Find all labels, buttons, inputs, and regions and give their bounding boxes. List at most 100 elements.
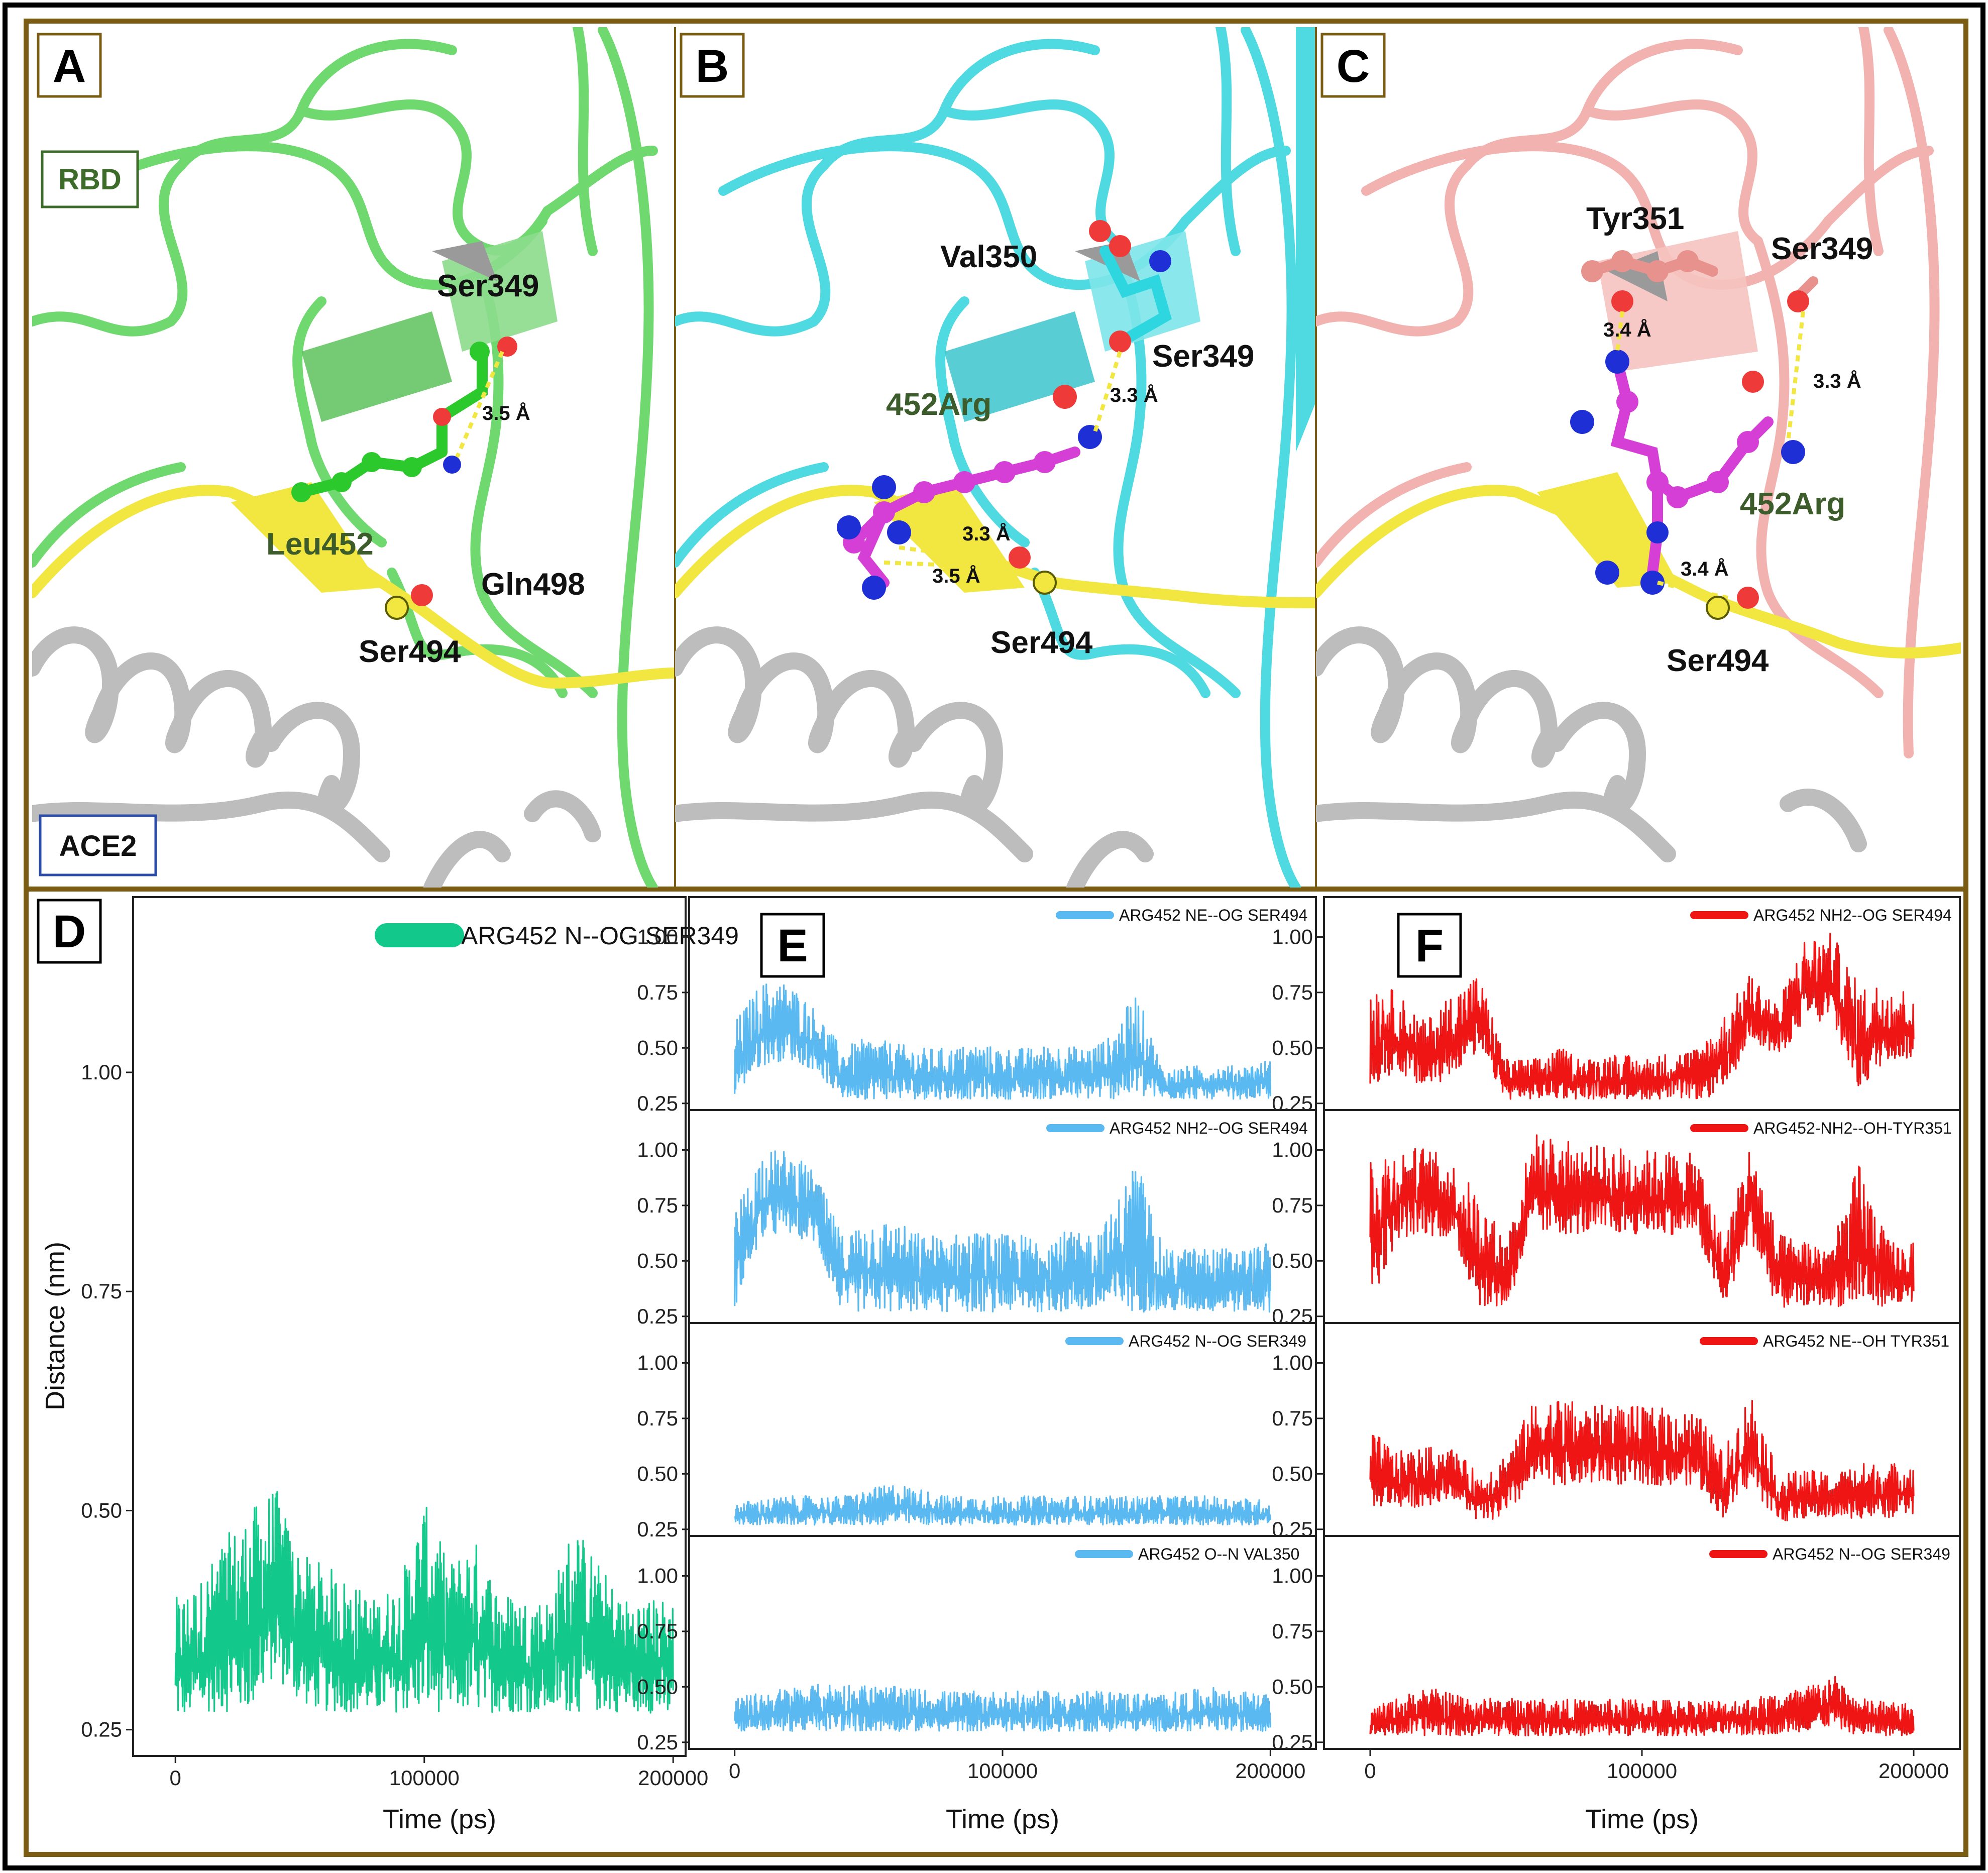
- chart-d-xlabel: Time (ps): [383, 1804, 496, 1834]
- chart-e-sub-2-ytick-label-2: 0.75: [637, 1406, 678, 1430]
- a-gln498-label: Gln498: [481, 567, 585, 602]
- chart-f-series-3-line: [1369, 1676, 1915, 1737]
- panel-b-letter-box: [680, 33, 745, 98]
- a-dist-1: 3.5 Å: [482, 402, 530, 424]
- chart-e-series-1-line: [734, 1150, 1271, 1313]
- chart-f-series-2-line: [1369, 1400, 1915, 1521]
- a-ser349-label: Ser349: [437, 269, 539, 303]
- panel-a-letter-box: [37, 33, 102, 98]
- chart-e-sub-1-ytick-label-0: 0.25: [637, 1304, 678, 1328]
- a-ser494-label: Ser494: [359, 634, 461, 669]
- panel-e-letter-box: [760, 913, 825, 978]
- c-dist-1: 3.4 Å: [1603, 318, 1651, 341]
- chart-f-sub-3-xtick-label-0: 0: [1364, 1759, 1376, 1783]
- chart-d-ytick-label-0: 0.25: [81, 1718, 122, 1741]
- chart-f-sub-3-xtick-label-1: 100000: [1607, 1759, 1677, 1783]
- panel-d-letter-box: [37, 899, 102, 964]
- chart-e-sub-1-legend-label: ARG452 NH2--OG SER494: [1110, 1119, 1308, 1137]
- chart-f-sub-1-ytick-label-1: 0.50: [1272, 1249, 1313, 1272]
- b-arg452-label: 452Arg: [886, 387, 991, 422]
- rbd-label: RBD: [58, 163, 122, 196]
- chart-e-sub-3-legend-label: ARG452 O--N VAL350: [1138, 1545, 1299, 1563]
- chart-f-sub-2-ytick-label-2: 0.75: [1272, 1406, 1313, 1430]
- chart-e-xlabel: Time (ps): [946, 1804, 1059, 1834]
- chart-e-sub-3-ytick-label-0: 0.25: [637, 1730, 678, 1754]
- chart-d-series-0-line: [174, 1491, 674, 1714]
- chart-f-xlabel: Time (ps): [1585, 1804, 1699, 1834]
- chart-e-sub-3-xtick-label-2: 200000: [1235, 1759, 1305, 1783]
- chart-e-sub-3-ytick-label-1: 0.50: [637, 1675, 678, 1698]
- chart-d-ytick-label-1: 0.50: [81, 1498, 122, 1522]
- chart-f-sub-0-ytick-label-3: 1.00: [1272, 925, 1313, 949]
- b-ser494-label: Ser494: [990, 625, 1093, 660]
- chart-f-sub-2-ytick-label-1: 0.50: [1272, 1462, 1313, 1485]
- chart-e-sub-0-legend-label: ARG452 NE--OG SER494: [1119, 906, 1307, 924]
- panel-d-letter: D: [53, 906, 86, 957]
- b-dist-3: 3.5 Å: [932, 565, 980, 587]
- chart-f-sub-3-legend-label: ARG452 N--OG SER349: [1773, 1545, 1950, 1563]
- chart-f-sub-3-ytick-label-2: 0.75: [1272, 1619, 1313, 1643]
- panel-c-structure: [1316, 27, 1961, 862]
- chart-d-ylabel: Distance (nm): [40, 1242, 70, 1410]
- panel-b-structure: [675, 27, 1316, 888]
- chart-e-sub-2-ytick-label-1: 0.50: [637, 1462, 678, 1485]
- chart-e-sub-3-xtick-label-0: 0: [729, 1759, 740, 1783]
- b-dist-2: 3.3 Å: [962, 522, 1011, 545]
- panel-c-letter: C: [1337, 41, 1370, 92]
- chart-e-sub-1-ytick-label-1: 0.50: [637, 1249, 678, 1272]
- chart-e-sub-2-ytick-label-0: 0.25: [637, 1517, 678, 1541]
- chart-e-sub-0-ytick-label-3: 1.00: [637, 925, 678, 949]
- inner-border: [24, 19, 1968, 1857]
- chart-f-sub-0-ytick-label-0: 0.25: [1272, 1091, 1313, 1115]
- chart-e-sub-1-ytick-label-2: 0.75: [637, 1193, 678, 1217]
- chart-f-sub-2-ytick-label-0: 0.25: [1272, 1517, 1313, 1541]
- panel-a-letter: A: [53, 41, 86, 92]
- chart-f-sub-3-xtick-label-2: 200000: [1879, 1759, 1949, 1783]
- chart-f-sub-3-ytick-label-0: 0.25: [1272, 1730, 1313, 1754]
- rbd-label-box: [41, 150, 139, 208]
- chart-e-series-2-line: [734, 1485, 1271, 1526]
- chart-d-legend-label: ARG452 N--OG SER349: [461, 922, 739, 950]
- chart-f-sub-0-legend-label: ARG452 NH2--OG SER494: [1753, 906, 1952, 924]
- chart-d-frame: [132, 896, 687, 1757]
- chart-e-sub-0-ytick-label-2: 0.75: [637, 980, 678, 1004]
- a-leu452-label: Leu452: [266, 527, 374, 562]
- c-dist-2: 3.3 Å: [1813, 370, 1861, 392]
- chart-e-sub-3-xtick-label-1: 100000: [967, 1759, 1038, 1783]
- chart-d-ytick-label-3: 1.00: [81, 1060, 122, 1084]
- chart-f-sub-0-ytick-label-2: 0.75: [1272, 980, 1313, 1004]
- chart-f-sub-0-ytick-label-1: 0.50: [1272, 1036, 1313, 1059]
- c-tyr351-label: Tyr351: [1586, 201, 1684, 236]
- c-dist-3: 3.4 Å: [1681, 558, 1729, 580]
- chart-d-ytick-label-2: 0.75: [81, 1279, 122, 1303]
- chart-d-xtick-label-0: 0: [170, 1766, 181, 1790]
- charts-layer: 0.25 0.50 0.75 1.00 0 100000 200000 ARG452 N--O…: [40, 896, 1961, 1834]
- b-ser349-label: Ser349: [1152, 339, 1254, 374]
- panel-b-letter: B: [696, 41, 729, 92]
- panel-c-letter-box: [1320, 33, 1386, 98]
- chart-d-xtick-label-2: 200000: [638, 1766, 708, 1790]
- panel-f-letter: F: [1415, 920, 1444, 971]
- chart-f-sub-3-ytick-label-1: 0.50: [1272, 1675, 1313, 1698]
- b-dist-1: 3.3 Å: [1110, 384, 1158, 406]
- c-arg452-label: 452Arg: [1740, 487, 1845, 521]
- c-ser349-label: Ser349: [1771, 232, 1873, 266]
- chart-e-sub-2-ytick-label-3: 1.00: [637, 1351, 678, 1375]
- chart-f-sub-3-ytick-label-3: 1.00: [1272, 1564, 1313, 1588]
- c-ser494-label: Ser494: [1667, 643, 1769, 678]
- chart-e-sub-0-ytick-label-1: 0.50: [637, 1036, 678, 1059]
- chart-d: 0.25 0.50 0.75 1.00 0 100000 200000 ARG452 N--O…: [40, 896, 739, 1834]
- chart-d-xtick-label-1: 100000: [389, 1766, 460, 1790]
- chart-f-series-0-line: [1369, 933, 1915, 1100]
- panel-e-letter: E: [777, 920, 808, 971]
- b-val350-label: Val350: [940, 240, 1037, 274]
- chart-e-sub-3-ytick-label-2: 0.75: [637, 1619, 678, 1643]
- chart-f-sub-1-ytick-label-2: 0.75: [1272, 1193, 1313, 1217]
- chart-f: 0.25 0.50 0.75 1.00 ARG452 NH2--OG SER494 0.2…: [1272, 896, 1961, 1834]
- panel-a-structure: [32, 27, 675, 888]
- chart-f-sub-2-ytick-label-3: 1.00: [1272, 1351, 1313, 1375]
- ace2-label: ACE2: [59, 830, 137, 862]
- chart-f-series-1-line: [1369, 1134, 1915, 1308]
